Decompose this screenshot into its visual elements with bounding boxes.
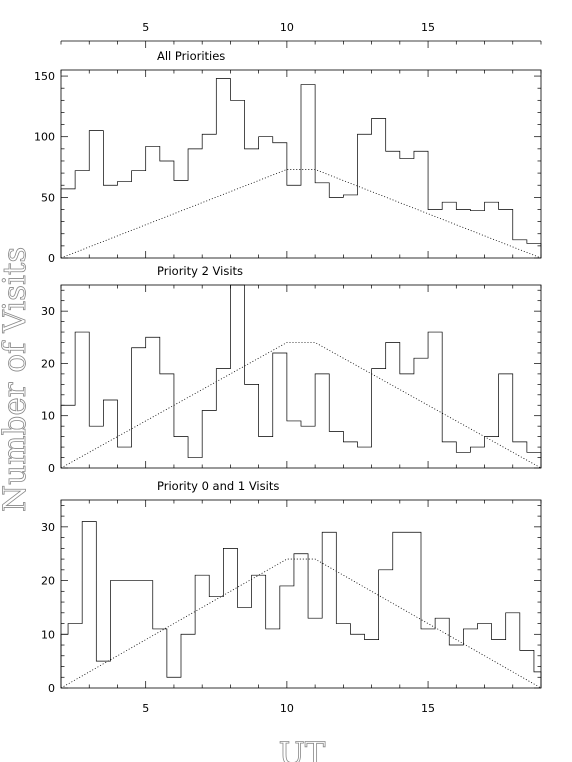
panel-3: 0 10 20 30 Priority 0 and 1 Visits 5 10 15	[41, 479, 542, 715]
top-axis-tick-label: 10	[280, 21, 294, 34]
y-tick-label: 30	[41, 305, 55, 318]
y-tick-label: 10	[41, 628, 55, 641]
x-tick-label: 5	[142, 702, 149, 715]
top-ut-axis: 5 10 15	[60, 21, 542, 48]
expected-trend-line	[60, 342, 542, 469]
panel-title: All Priorities	[157, 49, 225, 63]
y-tick-label: 100	[34, 131, 55, 144]
plot-frame	[60, 69, 542, 259]
y-axis-label: Number of Visits	[0, 247, 33, 512]
histogram-series	[60, 78, 542, 258]
panel-2: 0 10 20 30 Priority 2 Visits	[41, 264, 542, 475]
histogram-series	[60, 284, 542, 468]
y-tick-label: 0	[48, 462, 55, 475]
panel-title: Priority 2 Visits	[157, 264, 243, 278]
y-tick-label: 10	[41, 410, 55, 423]
y-tick-label: 30	[41, 521, 55, 534]
y-tick-label: 20	[41, 575, 55, 588]
histogram-series	[60, 521, 542, 688]
y-tick-label: 150	[34, 70, 55, 83]
y-tick-label: 20	[41, 357, 55, 370]
y-tick-label: 50	[41, 191, 55, 204]
top-axis-tick-label: 5	[142, 21, 149, 34]
x-axis-label: UT	[279, 736, 326, 762]
panel-1: 0 50 100 150 All Priorities	[34, 49, 542, 265]
y-tick-label: 0	[48, 682, 55, 695]
x-tick-label: 15	[421, 702, 435, 715]
y-tick-label: 0	[48, 252, 55, 265]
panel-title: Priority 0 and 1 Visits	[157, 479, 279, 493]
expected-trend-line	[60, 558, 542, 689]
plot-frame	[60, 499, 542, 689]
top-axis-tick-label: 15	[421, 21, 435, 34]
plot-frame	[60, 284, 542, 469]
x-tick-label: 10	[280, 702, 294, 715]
